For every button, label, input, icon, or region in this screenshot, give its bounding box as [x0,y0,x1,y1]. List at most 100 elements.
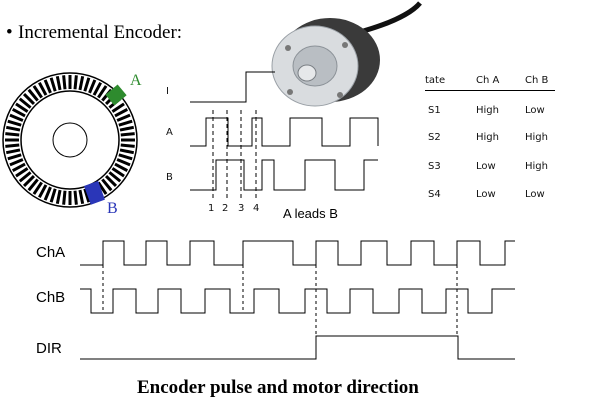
disk-slot [9,158,24,167]
disk-slot [73,190,78,205]
disk-slot [116,158,131,167]
table-cell: S1 [428,105,441,116]
disk-slot [101,178,113,192]
disk-slot [116,113,131,122]
disk-slot [27,178,39,192]
disk-slot [22,92,35,105]
disk-hub [52,122,88,158]
bullet: • [6,22,13,43]
disk-slot [111,167,125,178]
footer-caption: Encoder pulse and motor direction [137,377,419,398]
disk-slot [5,132,20,137]
tick-label: 3 [238,203,245,214]
disk-slot [114,162,129,172]
disk-slot [118,119,133,127]
chb-waveform [80,288,515,314]
disk-slot [118,153,133,161]
disk-slot [78,189,85,205]
dir-label: DIR [36,340,62,357]
disk-slot [78,75,85,91]
small-row-label-a: A [166,127,173,138]
disk-slot [5,125,21,132]
table-cell: Low [476,161,496,172]
disk-slot [5,143,20,148]
dir-waveform [80,335,515,360]
table-cell: Low [525,105,545,116]
small-row-label-b: B [166,172,173,183]
disk-slot [97,181,108,195]
mount-hole [287,89,293,95]
disk-slot [18,97,32,109]
table-cell: Low [476,189,496,200]
mount-hole [342,42,348,48]
cha-label: ChA [36,244,66,261]
small-row-label-i: I [166,86,169,97]
disk-slot [32,85,43,99]
table-cell: S4 [428,189,441,200]
disk-slot [119,148,135,155]
a-leads-b-caption: A leads B [283,206,338,221]
disk-slot [83,77,91,92]
disk-slot [9,113,24,122]
disk-slot [5,148,21,155]
disk-slot [62,190,67,205]
disk-slot [7,119,22,127]
sensor-b-label: B [107,200,118,217]
disk-slot [114,108,129,118]
table-cell: High [525,161,548,172]
disk-slot [27,88,39,102]
disk-slot [38,184,48,199]
disk-slot [111,102,125,113]
disk-slot [119,125,135,132]
disk-slot [55,189,62,205]
disk-slot [97,85,108,99]
table-cell: High [476,132,499,143]
disk-slot [49,77,57,92]
disk-slot [15,102,29,113]
tick-label: 4 [253,203,260,214]
disk-slot [22,175,35,188]
sensor-b-marker [84,180,105,205]
disk-slot [62,75,67,90]
disk-slot [32,181,43,195]
disk-slot [11,162,26,172]
table-cell: Low [525,189,545,200]
disk-slot [7,153,22,161]
table-cell: S3 [428,161,441,172]
table-header-rule [425,90,555,91]
sensor-a-label: A [130,72,142,89]
mount-hole [285,45,291,51]
table-header: tate [425,75,446,86]
disk-slot [15,167,29,178]
tick-label: 1 [208,203,215,214]
channel-a-waveform [190,117,379,147]
chb-label: ChB [36,289,66,306]
table-header: Ch B [525,75,549,86]
table-header: Ch A [476,75,500,86]
disk-slot [83,188,91,203]
disk-slot [18,171,32,183]
disk-slot [11,108,26,118]
disk-slot [43,186,52,201]
disk-slot [105,175,118,188]
disk-slot [73,75,78,90]
state-table: tate Ch A Ch B S1 High Low S2 High High … [425,75,565,215]
table-cell: High [476,105,499,116]
channel-b-waveform [190,159,378,191]
table-cell: S2 [428,132,441,143]
disk-slot [92,81,102,96]
disk-slot [43,79,52,94]
encoder-cable [359,1,422,35]
slide-title: Incremental Encoder: [18,22,183,43]
encoder-shaft [297,64,317,82]
disk-slot [49,188,57,203]
disk-slot [38,81,48,96]
index-waveform [190,71,275,103]
disk-slot [120,143,135,148]
disk-slot [108,171,122,183]
sensor-a-marker [105,84,127,106]
